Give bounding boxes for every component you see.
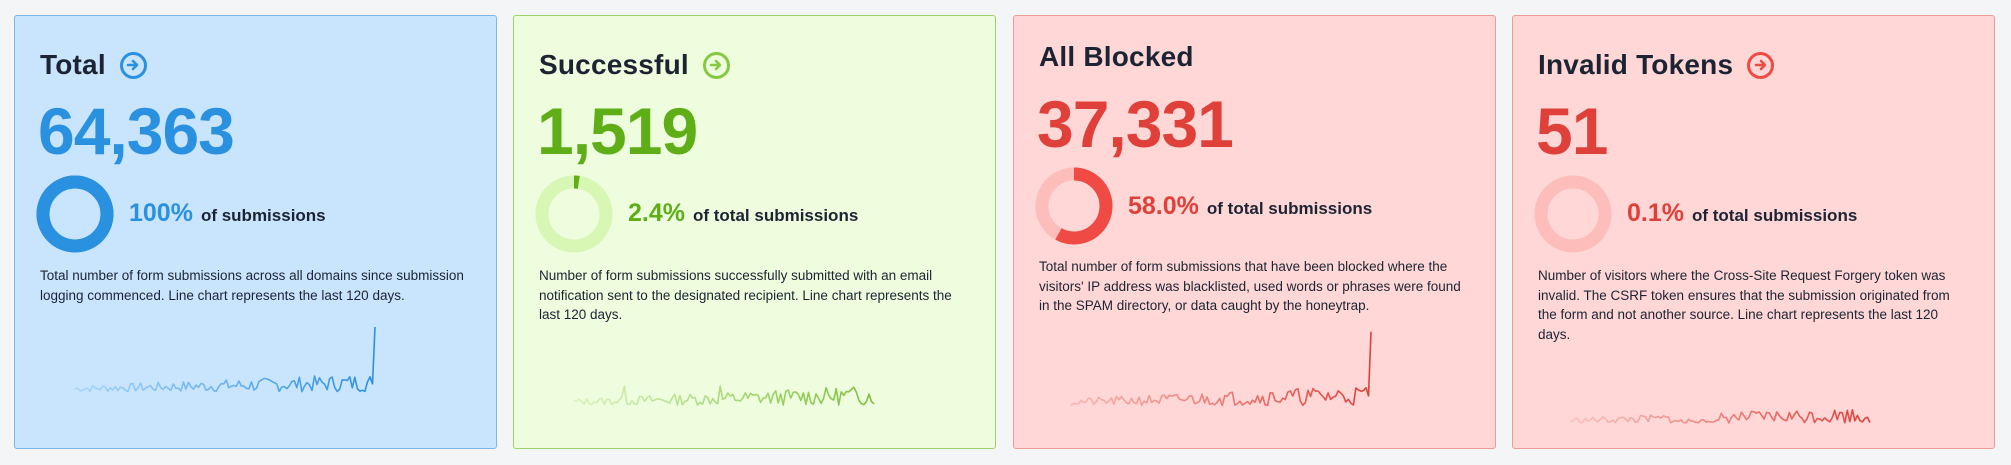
card-title: All Blocked: [1039, 41, 1194, 72]
percent-label: of total submissions: [1206, 199, 1373, 218]
percent-donut: [1035, 167, 1113, 245]
sparkline-path: [1070, 331, 1372, 407]
successful-count: 1,519: [537, 94, 698, 168]
sparkline-path: [1569, 409, 1871, 424]
percent-value: 100%: [129, 199, 193, 227]
percent-row: 58.0% of total submissions: [1128, 192, 1372, 221]
percent-donut: [535, 175, 613, 253]
percent-label: of submissions: [200, 206, 326, 225]
arrow-right-icon[interactable]: [1747, 51, 1775, 79]
invalid-token-count: 51: [1536, 94, 1608, 168]
card-title: Total: [40, 49, 106, 80]
card-header: Total: [40, 49, 147, 81]
arrow-right-icon[interactable]: [702, 51, 730, 79]
arrow-right-icon[interactable]: [119, 51, 147, 79]
invalid-tokens-card: Invalid Tokens 51 0.1% of total submissi…: [1512, 15, 1995, 449]
percent-donut: [36, 175, 114, 253]
percent-row: 100% of submissions: [129, 199, 326, 228]
card-header: Invalid Tokens: [1538, 49, 1775, 81]
card-description: Number of visitors where the Cross-Site …: [1538, 268, 1950, 342]
sparkline-chart: [1070, 331, 1372, 407]
percent-donut: [1534, 175, 1612, 253]
sparkline-chart: [74, 326, 376, 393]
donut-track: [1534, 175, 1612, 253]
card-description: Total number of form submissions across …: [40, 268, 464, 303]
percent-label: of total submissions: [692, 206, 859, 225]
percent-row: 0.1% of total submissions: [1627, 199, 1857, 228]
total-count: 64,363: [38, 94, 235, 168]
donut-track: [535, 175, 613, 253]
donut-fill: [36, 175, 114, 253]
card-header: Successful: [539, 49, 730, 81]
successful-card: Successful 1,519 2.4% of total submissio…: [513, 15, 996, 449]
card-description: Number of form submissions successfully …: [539, 268, 952, 322]
total-card: Total 64,363 100% of submissions Total n…: [14, 15, 497, 449]
percent-label: of total submissions: [1691, 206, 1858, 225]
percent-value: 2.4%: [628, 199, 685, 227]
blocked-count: 37,331: [1037, 87, 1234, 161]
sparkline-path: [573, 385, 875, 406]
sparkline-chart: [1569, 409, 1871, 424]
percent-row: 2.4% of total submissions: [628, 199, 858, 228]
donut-fill: [1035, 167, 1113, 245]
donut-fill: [535, 175, 613, 253]
card-header: All Blocked: [1039, 41, 1194, 73]
all-blocked-card: All Blocked 37,331 58.0% of total submis…: [1013, 15, 1496, 449]
card-description: Total number of form submissions that ha…: [1039, 259, 1461, 313]
percent-value: 58.0%: [1128, 192, 1199, 220]
sparkline-path: [74, 326, 376, 393]
card-title: Successful: [539, 49, 689, 80]
card-title: Invalid Tokens: [1538, 49, 1734, 80]
sparkline-chart: [573, 385, 875, 406]
percent-value: 0.1%: [1627, 199, 1684, 227]
